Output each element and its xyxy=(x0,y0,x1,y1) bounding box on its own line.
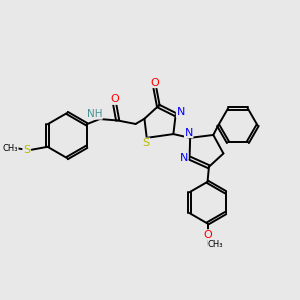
Text: NH: NH xyxy=(87,109,102,119)
Text: O: O xyxy=(110,94,119,104)
Text: N: N xyxy=(184,128,193,138)
Text: S: S xyxy=(23,145,30,155)
Text: CH₃: CH₃ xyxy=(2,144,18,153)
Text: S: S xyxy=(142,138,150,148)
Text: O: O xyxy=(203,230,212,240)
Text: N: N xyxy=(176,107,185,117)
Text: CH₃: CH₃ xyxy=(208,240,223,249)
Text: O: O xyxy=(151,78,159,88)
Text: N: N xyxy=(180,153,188,163)
